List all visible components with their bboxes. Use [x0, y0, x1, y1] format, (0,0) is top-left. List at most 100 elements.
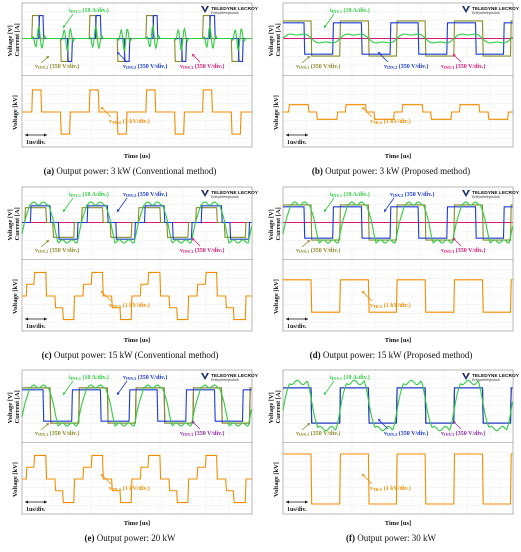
- ylabel-voltage-top: Voltage [V]: [7, 209, 14, 240]
- trace-v-trs: [283, 279, 513, 313]
- ylabel-current-top: Current [A]: [14, 207, 21, 240]
- label-v-inv2: vINV.2 (350 V/div.): [384, 430, 428, 437]
- label-i-inv1: iINV.1 (10 A/div.): [330, 191, 370, 198]
- logo-tagline: Everywhereyoulook: [211, 378, 239, 382]
- trace-i-inv1: [22, 24, 252, 53]
- ylabel-voltage-bottom: Voltage [kV]: [273, 279, 280, 314]
- pointer-v-inv3-head-icon: [453, 421, 456, 424]
- ylabel-voltage-top: Voltage [V]: [268, 25, 275, 56]
- oscilloscope-plot-a: Voltage [V] Current [A] Voltage [kV] Time […: [7, 2, 259, 160]
- arrow-right-icon: [305, 500, 308, 504]
- pointer-v-trs-head-icon: [362, 107, 365, 110]
- trace-v-inv1: [283, 204, 513, 241]
- trace-v-trs: [22, 89, 252, 135]
- label-v-inv1: vINV.1 (350 V/div.): [35, 430, 79, 437]
- trace-v-inv2: [283, 206, 513, 239]
- xlabel-time: Time [us]: [124, 337, 150, 344]
- caption-a: (a) Output power: 3 kW (Conventional met…: [43, 166, 217, 176]
- label-v-inv1: vINV.1 (350 V/div.): [35, 63, 79, 70]
- label-v-trs: vTR.S (1 kV/div.): [109, 485, 150, 492]
- logo-inner-icon: [203, 373, 207, 377]
- trace-i-inv1: [21, 201, 253, 244]
- trace-i-inv1: [282, 33, 513, 44]
- pointer-v-inv1-head-icon: [307, 56, 310, 59]
- trace-v-inv2: [283, 387, 513, 424]
- pointer-v-inv2-head-icon: [117, 209, 120, 212]
- time-div-label: 1us/div.: [287, 324, 307, 330]
- pointer-v-trs-head-icon: [101, 291, 104, 294]
- pointer-i-inv1-head-icon: [324, 25, 327, 28]
- time-div-label: 1us/div.: [26, 507, 46, 513]
- trace-v-trs: [22, 271, 252, 321]
- pointer-i-inv1: [62, 197, 74, 213]
- label-i-inv1: iINV.1 (10 A/div.): [330, 374, 370, 381]
- pointer-v-inv1-head-icon: [46, 423, 49, 426]
- pointer-i-inv1: [323, 13, 335, 29]
- label-v-inv2: vINV.2 (350 V/div.): [390, 191, 434, 198]
- oscilloscope-plot-e: Voltage [V] Current [A] Voltage [kV] Time […: [7, 369, 259, 527]
- ylabel-voltage-bottom: Voltage [kV]: [273, 462, 280, 497]
- time-div-label: 1us/div.: [287, 507, 307, 513]
- label-v-trs: vTR.S (1 kV/div.): [370, 485, 411, 492]
- logo-tagline: Everywhereyoulook: [472, 195, 500, 199]
- label-v-inv3: vINV.3 (350 V/div.): [441, 247, 485, 254]
- logo-inner-icon: [203, 6, 207, 10]
- logo-brand: TELEDYNE LECROY: [472, 190, 520, 196]
- arrow-left-icon: [286, 500, 289, 504]
- caption-b: (b) Output power: 3 kW (Proposed method): [311, 166, 471, 176]
- pointer-i-inv1-head-icon: [324, 392, 327, 395]
- xlabel-time: Time [us]: [385, 153, 411, 160]
- pointer-v-inv2-head-icon: [384, 209, 387, 212]
- label-v-inv1: vINV.1 (350 V/div.): [296, 63, 340, 70]
- arrow-left-icon: [25, 133, 28, 137]
- arrow-right-icon: [305, 133, 308, 137]
- caption-c: (c) Output power: 15 kW (Conventional me…: [41, 350, 219, 360]
- label-v-inv3: vINV.3 (350 V/div.): [180, 247, 224, 254]
- pointer-v-inv2-head-icon: [117, 392, 120, 395]
- logo-tagline: Everywhereyoulook: [472, 378, 500, 382]
- logo-brand: TELEDYNE LECROY: [211, 6, 259, 12]
- label-i-inv1: iINV.1 (10 A/div.): [69, 374, 109, 381]
- pointer-v-inv1-head-icon: [307, 423, 310, 426]
- panel-e: Voltage [V] Current [A] Voltage [kV] Time […: [5, 369, 259, 552]
- pointer-v-trs-head-icon: [101, 474, 104, 477]
- label-v-inv3: vINV.3 (350 V/div.): [441, 63, 485, 70]
- arrow-left-icon: [286, 317, 289, 321]
- trace-v-inv1: [283, 20, 513, 57]
- grid: [22, 370, 252, 514]
- label-v-trs: vTR.S (1 kV/div.): [109, 302, 150, 309]
- label-v-inv1: vINV.1 (350 V/div.): [296, 430, 340, 437]
- pointer-v-trs-head-icon: [362, 474, 365, 477]
- panel-b: Voltage [V] Current [A] Voltage [kV] Time […: [266, 2, 520, 185]
- xlabel-time: Time [us]: [385, 337, 411, 344]
- logo-inner-icon: [464, 6, 468, 10]
- oscilloscope-plot-d: Voltage [V] Current [A] Voltage [kV] Time […: [268, 186, 520, 344]
- panel-d: Voltage [V] Current [A] Voltage [kV] Time […: [266, 186, 520, 369]
- logo-tagline: Everywhereyoulook: [211, 11, 239, 15]
- pointer-i-inv1: [62, 380, 74, 396]
- trace-v-inv2: [283, 22, 513, 55]
- ylabel-voltage-bottom: Voltage [kV]: [12, 279, 19, 314]
- caption-f: (f) Output power: 30 kW: [346, 533, 436, 543]
- label-v-inv1: vINV.1 (350 V/div.): [35, 247, 79, 254]
- ylabel-current-top: Current [A]: [275, 23, 282, 56]
- xlabel-time: Time [us]: [124, 520, 150, 527]
- label-v-inv2: vINV.2 (350 V/div.): [123, 191, 167, 198]
- pointer-v-inv2: [116, 380, 128, 396]
- pointer-v-inv2: [116, 197, 128, 213]
- arrow-left-icon: [286, 133, 289, 137]
- trace-v-trs: [283, 453, 513, 505]
- ylabel-voltage-bottom: Voltage [kV]: [12, 462, 19, 497]
- label-v-inv2: vINV.2 (350 V/div.): [384, 63, 428, 70]
- logo-inner-icon: [203, 190, 207, 194]
- pointer-v-inv3-head-icon: [453, 238, 456, 241]
- ylabel-current-top: Current [A]: [14, 390, 21, 423]
- pointer-i-inv1: [323, 380, 335, 396]
- panel-f: Voltage [V] Current [A] Voltage [kV] Time […: [266, 369, 520, 552]
- label-v-inv2: vINV.2 (350 V/div.): [123, 374, 167, 381]
